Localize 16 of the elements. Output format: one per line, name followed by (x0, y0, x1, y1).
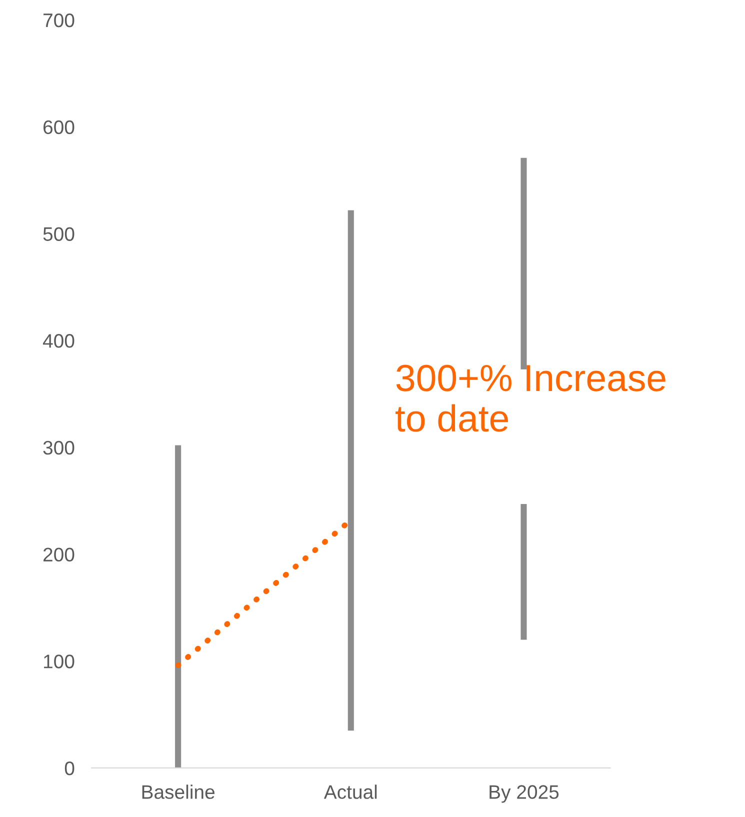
annotation: 300+% Increase to date (396, 364, 666, 432)
bar (348, 210, 354, 731)
bar (520, 504, 527, 640)
y-tick-label: 300 (43, 440, 74, 455)
bar (175, 445, 182, 768)
y-tick-label: 700 (44, 13, 74, 28)
y-tick-label: 600 (44, 120, 74, 134)
bar (520, 158, 527, 370)
y-tick-label: 400 (42, 334, 74, 348)
y-tick-label: 0 (64, 761, 74, 776)
x-tick-label: Actual (324, 784, 377, 799)
y-tick-label: 100 (44, 654, 74, 668)
x-tick-label: By 2025 (490, 785, 559, 803)
y-tick-label: 200 (44, 548, 74, 562)
y-tick-label: 500 (43, 227, 74, 241)
x-tick-label: Baseline (142, 784, 214, 799)
